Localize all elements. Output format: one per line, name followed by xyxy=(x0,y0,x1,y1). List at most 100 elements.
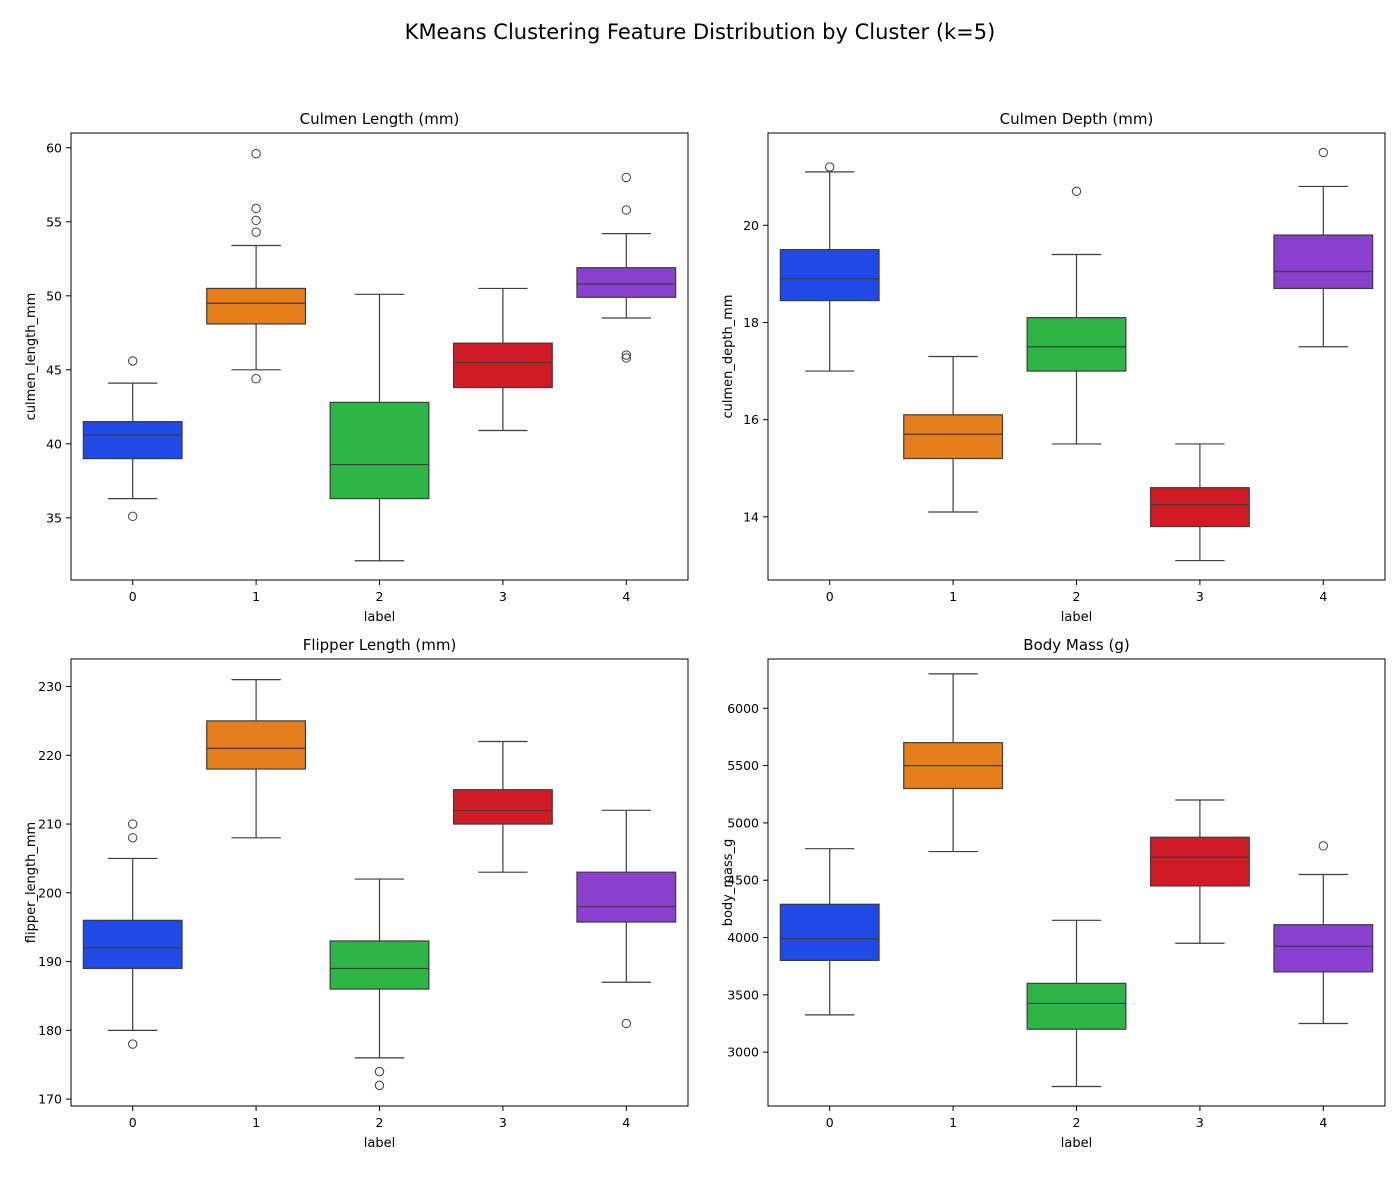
x-tick-label: 3 xyxy=(499,1115,507,1130)
iqr-box xyxy=(206,287,307,325)
y-tick-label: 3500 xyxy=(727,987,759,1002)
y-tick-label: 230 xyxy=(38,679,62,694)
x-tick-label: 4 xyxy=(1319,589,1327,604)
outlier-point xyxy=(251,203,261,214)
y-tick-label: 180 xyxy=(38,1023,62,1038)
box-cluster-0 xyxy=(82,356,183,522)
outlier-point xyxy=(621,353,631,363)
y-tick-label: 4500 xyxy=(727,873,759,888)
iqr-box xyxy=(1026,982,1127,1030)
box-cluster-3 xyxy=(452,740,553,873)
x-axis-label: label xyxy=(1061,610,1092,625)
x-tick-label: 0 xyxy=(129,589,137,604)
x-tick-label: 4 xyxy=(622,1115,630,1130)
box-cluster-3 xyxy=(1149,799,1250,944)
x-tick-label: 0 xyxy=(129,1115,137,1130)
iqr-box xyxy=(82,421,183,460)
x-tick-label: 2 xyxy=(1073,589,1081,604)
x-tick-label: 4 xyxy=(622,589,630,604)
outlier-point xyxy=(1318,147,1329,158)
x-tick-label: 0 xyxy=(826,589,834,604)
outlier-point xyxy=(1318,841,1329,851)
box-cluster-2 xyxy=(329,293,430,562)
outlier-point xyxy=(621,205,631,215)
iqr-box xyxy=(329,940,430,990)
y-tick-label: 60 xyxy=(46,140,62,155)
outlier-point xyxy=(1071,186,1082,197)
iqr-box xyxy=(903,414,1004,460)
box-cluster-2 xyxy=(1026,919,1127,1088)
y-tick-label: 3000 xyxy=(727,1045,759,1060)
iqr-box xyxy=(1273,924,1374,973)
x-tick-label: 3 xyxy=(1196,1115,1204,1130)
outlier-point xyxy=(251,149,261,159)
y-axis-label: body_mass_g xyxy=(721,839,736,927)
subplot-3: Body Mass (g) 3000 3500 4000 4500 5000 5500 600… xyxy=(721,636,1386,1151)
x-tick-label: 1 xyxy=(949,589,957,604)
box-cluster-1 xyxy=(206,679,307,839)
x-tick-label: 3 xyxy=(499,589,507,604)
y-tick-label: 35 xyxy=(46,510,62,525)
x-tick-label: 1 xyxy=(252,1115,260,1130)
box-cluster-2 xyxy=(329,878,430,1091)
iqr-box xyxy=(1273,234,1374,290)
iqr-box xyxy=(82,919,183,970)
iqr-box xyxy=(576,267,677,298)
outlier-point xyxy=(128,833,138,843)
y-tick-label: 200 xyxy=(38,885,62,900)
y-tick-label: 40 xyxy=(46,436,62,451)
y-axis-label: culmen_depth_mm xyxy=(721,294,736,418)
x-tick-label: 3 xyxy=(1196,589,1204,604)
y-tick-label: 5000 xyxy=(727,815,759,830)
outlier-point xyxy=(128,819,138,829)
box-cluster-3 xyxy=(1149,443,1250,562)
y-tick-label: 14 xyxy=(743,509,759,524)
y-tick-label: 220 xyxy=(38,748,62,763)
subplot-0: Culmen Length (mm) 35 40 45 50 55 60 0 1 2 3 4 label… xyxy=(24,110,689,625)
iqr-box xyxy=(779,903,880,962)
box-cluster-1 xyxy=(903,673,1004,853)
outlier-point xyxy=(251,227,261,237)
box-cluster-3 xyxy=(452,287,553,432)
x-tick-label: 2 xyxy=(376,1115,384,1130)
x-tick-label: 1 xyxy=(252,589,260,604)
box-cluster-1 xyxy=(903,355,1004,513)
subplot-title: Culmen Depth (mm) xyxy=(1000,110,1154,128)
box-cluster-2 xyxy=(1026,186,1127,445)
outlier-point xyxy=(374,1080,385,1091)
y-tick-label: 55 xyxy=(46,214,62,229)
outlier-point xyxy=(621,350,631,360)
iqr-box xyxy=(576,871,677,923)
outlier-point xyxy=(128,1039,138,1049)
outlier-point xyxy=(374,1066,385,1077)
outlier-point xyxy=(251,215,261,226)
outlier-point xyxy=(621,172,631,183)
y-tick-label: 170 xyxy=(38,1092,62,1107)
box-cluster-4 xyxy=(576,172,677,363)
y-tick-label: 5500 xyxy=(727,758,759,773)
subplot-1: Culmen Depth (mm) 14 16 18 20 0 1 2 3 4 label culme… xyxy=(721,110,1386,625)
subplot-title: Culmen Length (mm) xyxy=(300,110,460,128)
outlier-point xyxy=(128,511,138,522)
iqr-box xyxy=(779,249,880,302)
y-axis-label: flipper_length_mm xyxy=(24,822,39,943)
iqr-box xyxy=(1026,317,1127,372)
y-tick-label: 18 xyxy=(743,315,759,330)
x-axis-label: label xyxy=(1061,1136,1092,1151)
iqr-box xyxy=(1149,487,1250,528)
figure-title: KMeans Clustering Feature Distribution b… xyxy=(404,20,996,44)
box-cluster-0 xyxy=(779,848,880,1016)
box-cluster-4 xyxy=(1273,147,1374,348)
y-tick-label: 190 xyxy=(38,954,62,969)
subplot-title: Flipper Length (mm) xyxy=(303,636,457,654)
box-cluster-4 xyxy=(1273,841,1374,1025)
box-cluster-1 xyxy=(206,149,307,384)
iqr-box xyxy=(329,401,430,500)
outlier-point xyxy=(251,374,261,384)
box-cluster-4 xyxy=(576,809,677,1029)
x-tick-label: 4 xyxy=(1319,1115,1327,1130)
y-tick-label: 4000 xyxy=(727,930,759,945)
x-tick-label: 1 xyxy=(949,1115,957,1130)
y-tick-label: 20 xyxy=(743,218,759,233)
